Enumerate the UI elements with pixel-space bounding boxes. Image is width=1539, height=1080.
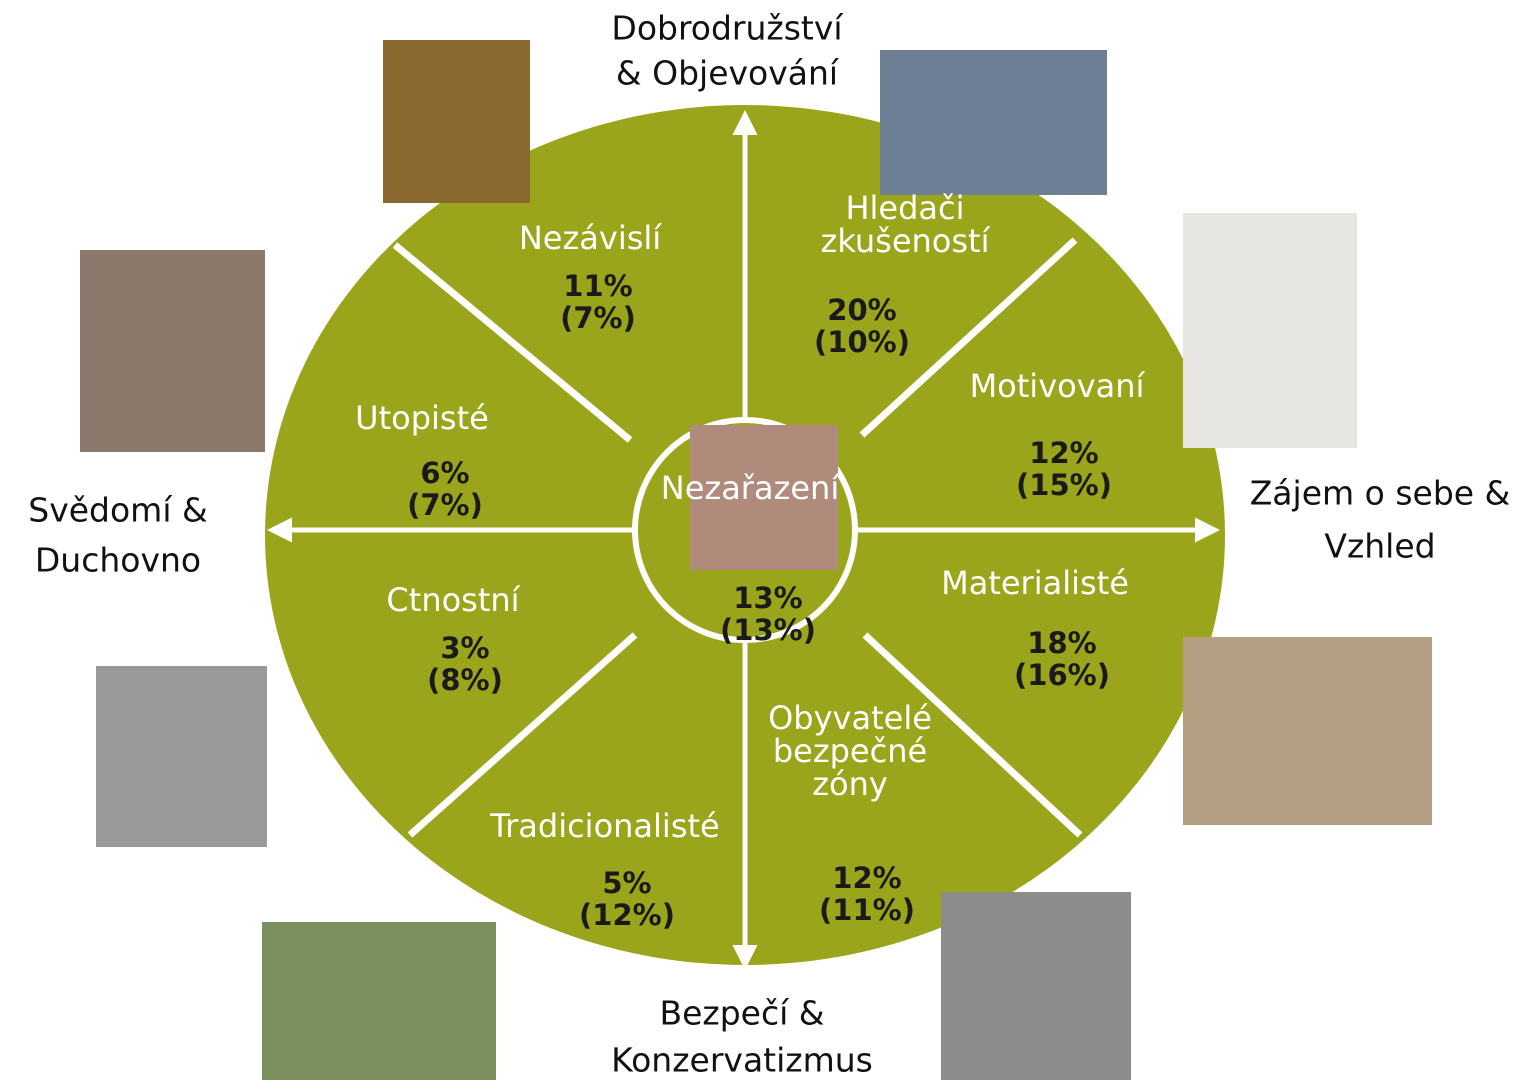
segment-base: (7%) xyxy=(560,301,636,335)
segment-base: (13%) xyxy=(720,613,816,647)
segment-share: 20% xyxy=(827,293,896,327)
photo xyxy=(80,250,265,452)
diagram: Dobrodružství & Objevování Zájem o sebe … xyxy=(0,0,1539,1080)
segment-share: 5% xyxy=(602,866,651,900)
photo xyxy=(383,40,530,203)
photo xyxy=(941,892,1131,1080)
segment-name: Nezávislí xyxy=(519,219,662,257)
segment-name: Ctnostní xyxy=(386,581,520,619)
axis-label: Bezpečí & xyxy=(659,994,824,1033)
segment-name: zkušeností xyxy=(821,222,991,260)
segment-name: Materialisté xyxy=(941,564,1129,602)
segment-share: 6% xyxy=(420,456,469,490)
segment-share: 12% xyxy=(1029,436,1098,470)
segment-base: (15%) xyxy=(1016,468,1112,502)
photo xyxy=(262,922,496,1080)
segment-base: (12%) xyxy=(579,898,675,932)
segment-base: (8%) xyxy=(427,663,503,697)
segment-base: (11%) xyxy=(819,893,915,927)
segment-name: zóny xyxy=(812,765,888,803)
photo xyxy=(880,50,1107,195)
segment-share: 11% xyxy=(563,269,632,303)
segment-base: (10%) xyxy=(814,325,910,359)
segment-base: (7%) xyxy=(407,488,483,522)
axis-label: Svědomí & xyxy=(28,491,207,530)
axis-label: Zájem o sebe & xyxy=(1250,474,1511,513)
segment-base: (16%) xyxy=(1014,658,1110,692)
segment-share: 12% xyxy=(832,861,901,895)
segment-share: 13% xyxy=(733,581,802,615)
segment-name: Utopisté xyxy=(355,399,489,437)
photo xyxy=(1183,213,1357,448)
segment-share: 18% xyxy=(1027,626,1096,660)
axis-label: & Objevování xyxy=(616,54,840,93)
axis-label: Vzhled xyxy=(1324,527,1435,566)
photo xyxy=(1183,637,1432,825)
axis-label: Duchovno xyxy=(35,541,201,580)
segment-name: Nezařazení xyxy=(661,469,841,507)
segment-name: Tradicionalisté xyxy=(489,807,719,845)
segment-share: 3% xyxy=(440,631,489,665)
axis-label: Dobrodružství xyxy=(611,9,844,48)
segment-name: Motivovaní xyxy=(970,367,1146,405)
photo xyxy=(96,666,267,847)
axis-label: Konzervatizmus xyxy=(611,1041,873,1080)
